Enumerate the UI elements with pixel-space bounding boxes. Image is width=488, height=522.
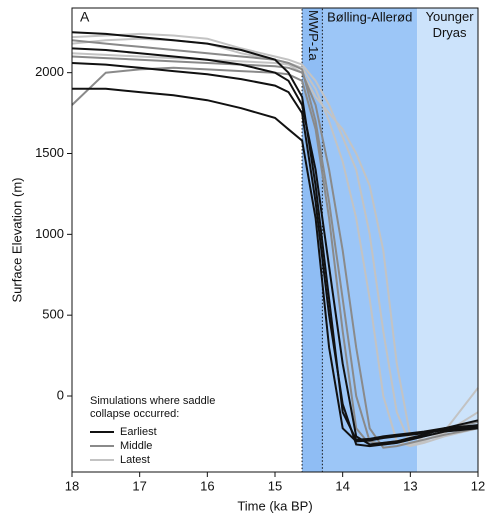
- period-label: Bølling-Allerød: [327, 9, 412, 24]
- legend-label: Earliest: [120, 426, 157, 438]
- x-tick-label: 17: [132, 478, 146, 493]
- y-tick-label: 0: [57, 387, 64, 402]
- series-line: [71, 47, 479, 446]
- x-tick-label: 18: [65, 478, 79, 493]
- period-band: [417, 8, 478, 472]
- x-tick-label: 16: [200, 478, 214, 493]
- y-tick-label: 500: [42, 307, 64, 322]
- panel-label: A: [80, 9, 90, 25]
- series-line: [71, 62, 479, 448]
- x-tick-label: 14: [335, 478, 349, 493]
- legend-label: Middle: [120, 440, 152, 452]
- legend-title: Simulations where saddle collapse occurre…: [90, 395, 215, 420]
- series-line: [71, 31, 479, 441]
- x-axis-title: Time (ka BP): [237, 498, 312, 513]
- series-line: [72, 87, 479, 443]
- y-tick-label: 1000: [35, 226, 64, 241]
- x-tick-label: 15: [268, 478, 282, 493]
- series-line: [71, 55, 479, 449]
- y-axis-title: Surface Elevation (m): [9, 178, 24, 303]
- y-tick-label: 1500: [35, 145, 64, 160]
- legend-label: Latest: [120, 454, 150, 466]
- x-tick-label: 12: [471, 478, 485, 493]
- series-line: [71, 52, 479, 441]
- y-tick-label: 2000: [35, 64, 64, 79]
- x-tick-label: 13: [403, 478, 417, 493]
- period-layer: [301, 7, 478, 473]
- period-label: MWP-1a: [306, 10, 321, 61]
- period-label: Younger Dryas: [426, 9, 475, 40]
